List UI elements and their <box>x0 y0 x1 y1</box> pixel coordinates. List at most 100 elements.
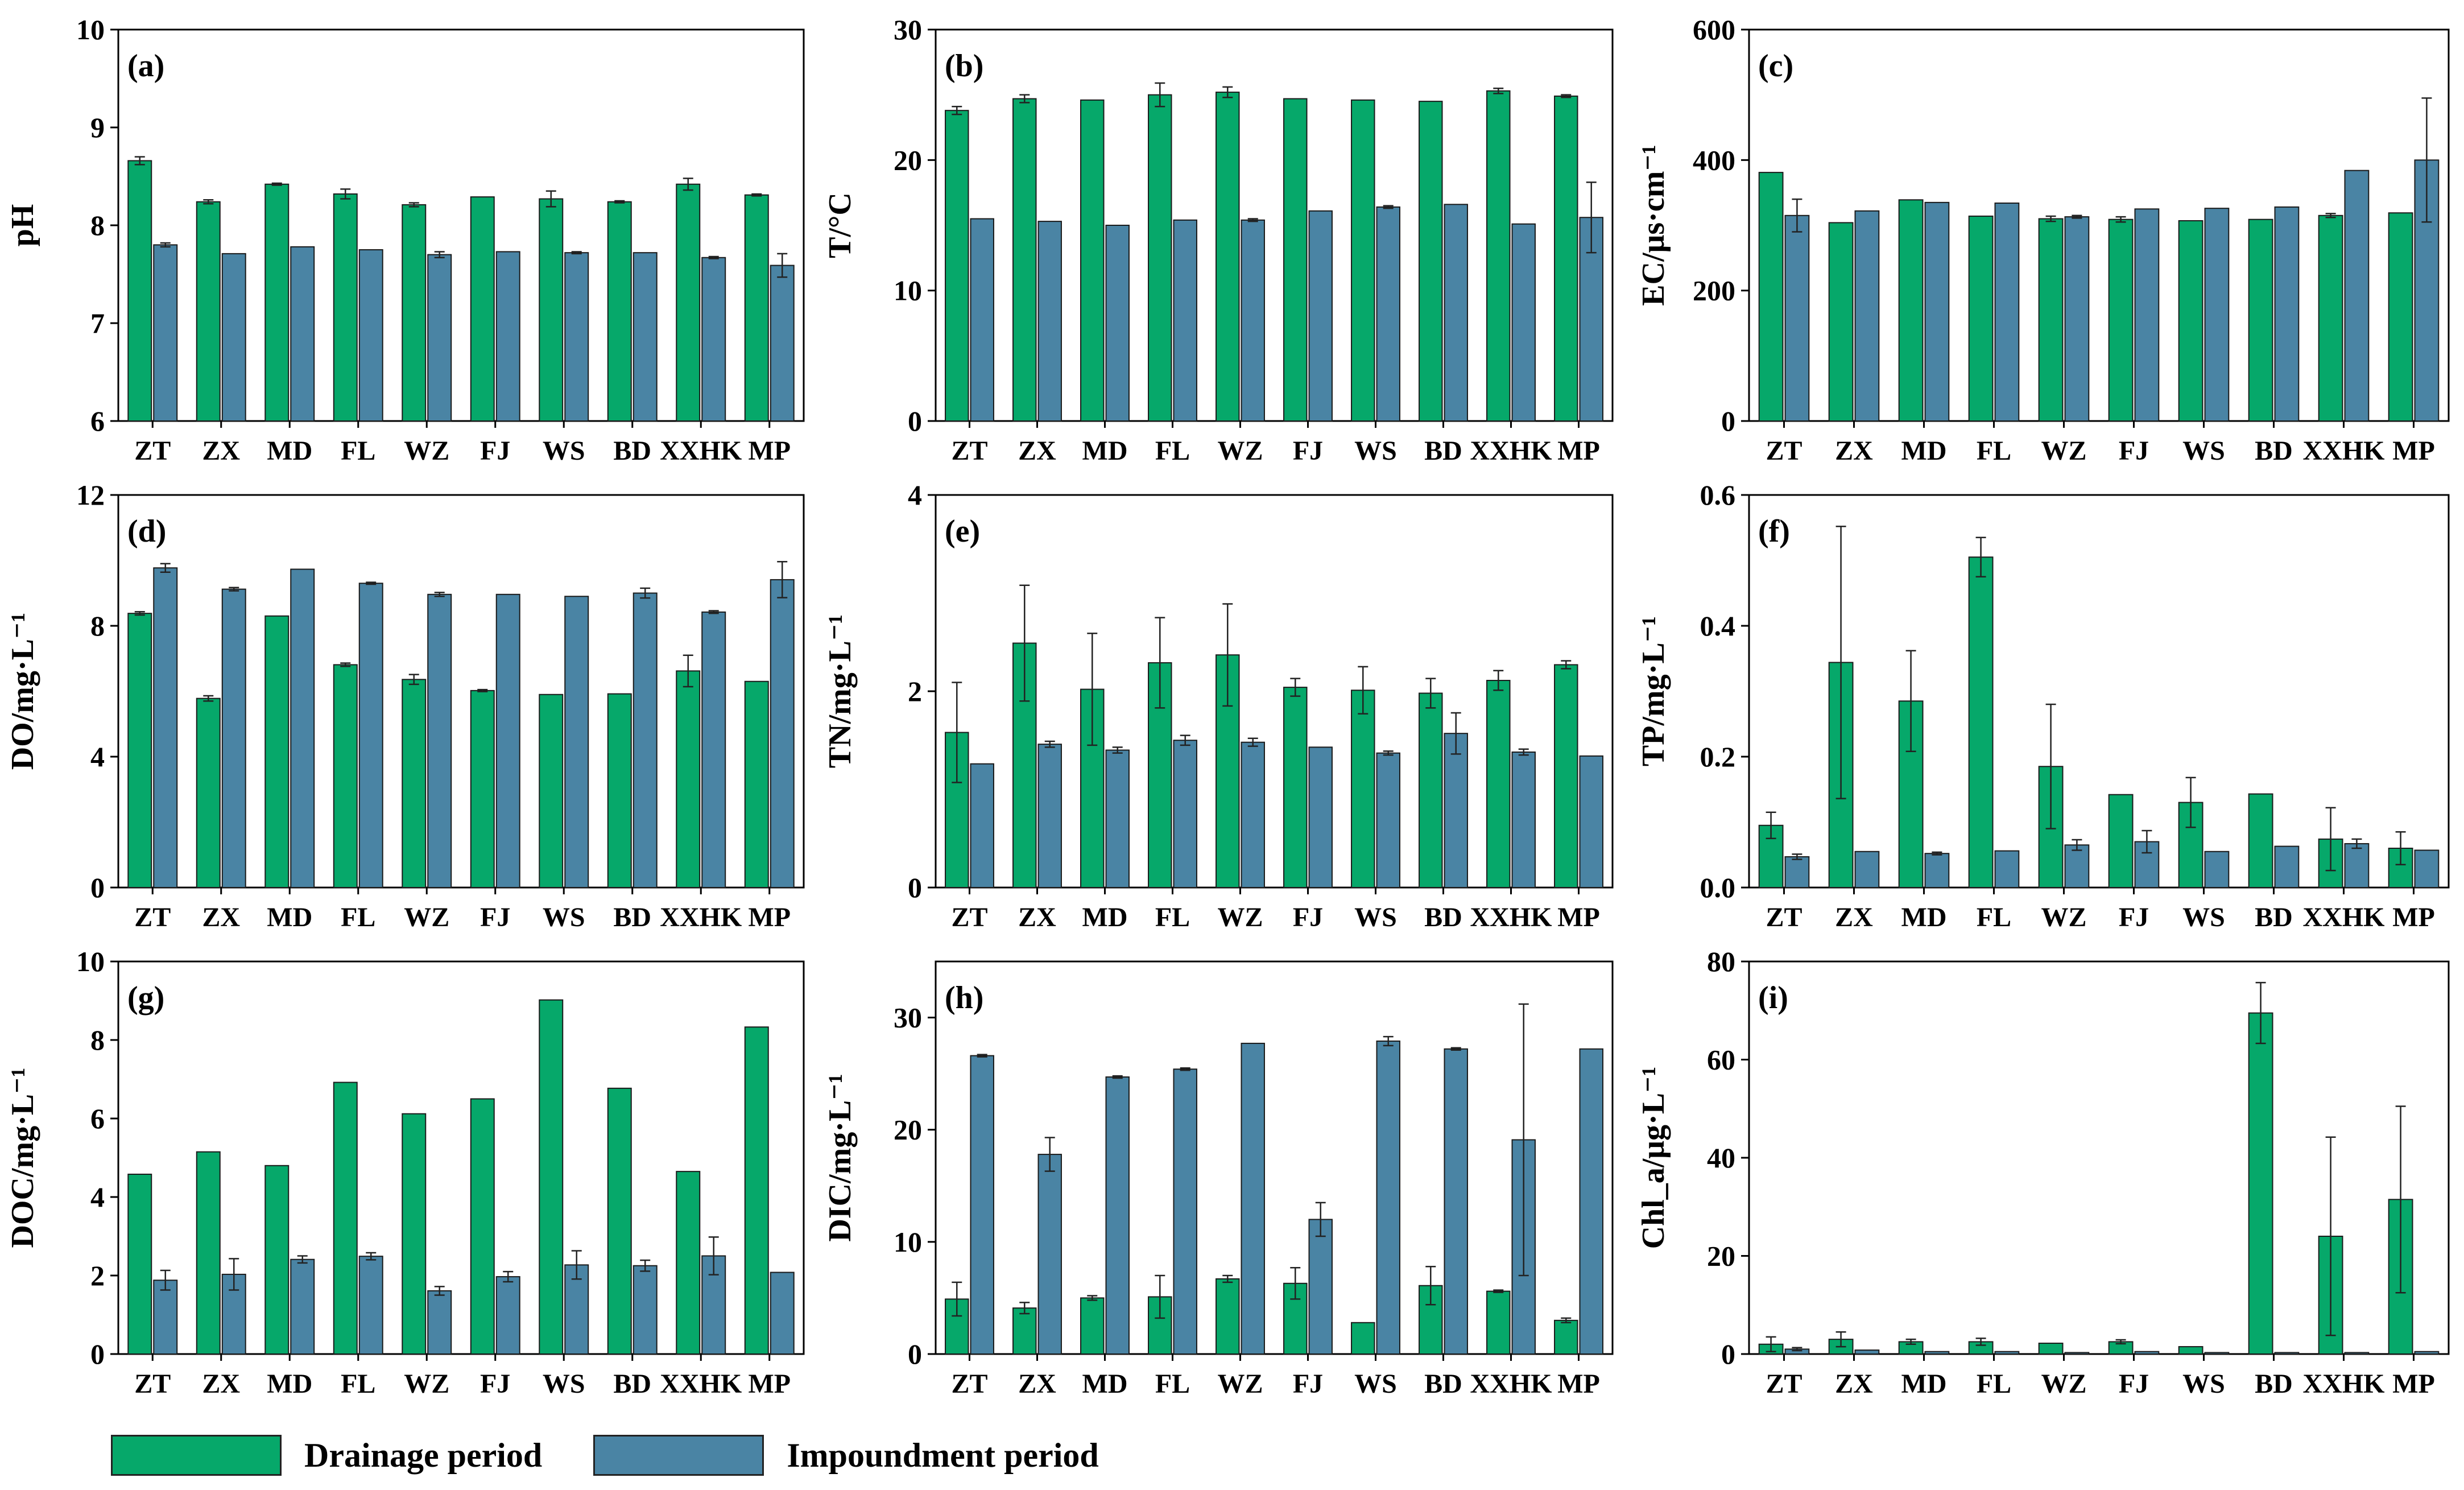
chart-b: 0 10 20 30 T/°C (b) ZT ZX MD FL WZ FJ WS BD XXHK MP <box>822 14 1614 466</box>
plot-frame <box>117 960 805 1355</box>
bar-impoundment <box>1376 206 1400 422</box>
y-tick-label: 10 <box>76 14 105 46</box>
x-tick-label: MD <box>1082 902 1128 932</box>
bar-impoundment <box>632 252 658 422</box>
y-tick-label: 200 <box>1693 275 1735 307</box>
bar-impoundment <box>564 596 589 888</box>
bar-impoundment <box>2134 1351 2160 1355</box>
chart-a: 6 7 8 9 10 pH (a) ZT ZX MD FL WZ FJ WS BD XXHK MP <box>5 14 805 466</box>
y-tick-label: 4 <box>90 1181 105 1213</box>
bar-drainage <box>676 1171 701 1355</box>
bar-drainage <box>402 204 427 422</box>
plot-frame <box>1748 494 2450 889</box>
bar-impoundment <box>2344 1352 2370 1355</box>
y-tick-label: 20 <box>894 144 922 176</box>
bar-impoundment <box>2274 845 2300 889</box>
bar-drainage <box>1012 1307 1037 1355</box>
y-tick-label: 10 <box>894 275 922 307</box>
bar-drainage <box>1080 99 1105 422</box>
bar-drainage <box>539 694 564 888</box>
x-tick-label: FJ <box>480 1369 510 1399</box>
bar-drainage <box>1828 222 1854 422</box>
bar-drainage <box>402 679 427 889</box>
bar-impoundment <box>1784 214 1810 422</box>
x-tick-label: XXHK <box>660 1369 742 1399</box>
bar-drainage <box>2178 220 2203 422</box>
bar-impoundment <box>564 1264 589 1355</box>
x-tick-label: FL <box>1977 1369 2011 1399</box>
bar-impoundment <box>2204 208 2230 422</box>
bar-drainage <box>1283 98 1308 422</box>
x-tick-label: MD <box>267 902 312 932</box>
y-axis-label: T/°C <box>822 192 858 258</box>
bar-impoundment <box>1994 1351 2020 1355</box>
y-axis-label: pH <box>5 204 40 247</box>
x-tick-label: MD <box>1082 1369 1128 1399</box>
x-tick-label: ZX <box>1835 902 1873 932</box>
bar-impoundment <box>221 588 246 888</box>
y-tick-label: 10 <box>76 946 105 977</box>
bar-drainage <box>264 1165 290 1355</box>
y-tick-label: 30 <box>894 14 922 46</box>
y-tick-label: 0 <box>1721 1338 1735 1370</box>
bar-drainage <box>607 1087 632 1355</box>
x-tick-label: MD <box>267 436 312 466</box>
bar-impoundment <box>1854 851 1880 888</box>
x-tick-label: FJ <box>1293 436 1323 466</box>
x-tick-label: MD <box>267 1369 312 1399</box>
bar-impoundment <box>632 1265 658 1355</box>
bar-impoundment <box>1308 746 1333 888</box>
x-tick-label: WS <box>2182 902 2225 932</box>
bar-impoundment <box>2064 1352 2090 1355</box>
bar-impoundment <box>1037 744 1062 889</box>
y-tick-label: 20 <box>1707 1240 1735 1272</box>
bar-impoundment <box>1105 1076 1130 1355</box>
y-tick-label: 0.0 <box>1700 872 1736 903</box>
bar-impoundment <box>564 252 589 422</box>
y-tick-label: 0 <box>908 872 922 903</box>
y-tick-label: 2 <box>908 675 922 707</box>
x-tick-label: MP <box>1557 1369 1600 1399</box>
bar-impoundment <box>358 249 383 422</box>
bar-drainage <box>676 183 701 422</box>
bar-impoundment <box>1376 1040 1400 1355</box>
bar-drainage <box>945 110 969 422</box>
x-tick-label: MP <box>2392 436 2435 466</box>
bar-impoundment <box>1444 1048 1468 1355</box>
bar-impoundment <box>2064 216 2090 422</box>
bar-drainage <box>2248 1012 2273 1355</box>
bar-drainage <box>1148 94 1172 422</box>
bar-impoundment <box>1105 749 1130 888</box>
panel-tag: (h) <box>945 980 983 1016</box>
x-tick-label: WZ <box>1217 902 1263 932</box>
plot-frame <box>935 494 1614 889</box>
bar-impoundment <box>970 1055 994 1355</box>
x-tick-label: MD <box>1901 1369 1947 1399</box>
x-tick-label: XXHK <box>1470 1369 1552 1399</box>
chart-e: 0 2 4 TN/mg·L⁻¹ (e) ZT ZX MD FL WZ FJ WS BD XXHK MP <box>822 479 1614 932</box>
y-tick-label: 12 <box>76 479 105 511</box>
bar-impoundment <box>2414 849 2440 888</box>
bar-drainage <box>539 999 564 1355</box>
y-tick-label: 30 <box>894 1002 922 1034</box>
bar-drainage <box>1486 1290 1511 1355</box>
bar-impoundment <box>221 253 246 422</box>
bar-drainage <box>1968 556 1994 888</box>
x-tick-label: BD <box>613 1369 651 1399</box>
bar-impoundment <box>1511 223 1536 422</box>
bar-impoundment <box>2274 206 2300 422</box>
y-axis-label: TN/mg·L⁻¹ <box>822 614 858 768</box>
bar-drainage <box>744 194 769 422</box>
x-tick-label: WS <box>2182 1369 2225 1399</box>
x-tick-label: BD <box>2255 1369 2293 1399</box>
bar-drainage <box>1968 215 1994 422</box>
bar-impoundment <box>495 593 520 889</box>
bar-drainage <box>2248 793 2273 889</box>
bar-drainage <box>607 693 632 888</box>
bar-drainage <box>1351 690 1375 889</box>
x-tick-label: WZ <box>404 1369 449 1399</box>
bar-impoundment <box>1241 219 1265 422</box>
y-tick-label: 10 <box>894 1226 922 1258</box>
x-tick-label: MP <box>2392 1369 2435 1399</box>
bar-impoundment <box>1444 733 1468 889</box>
